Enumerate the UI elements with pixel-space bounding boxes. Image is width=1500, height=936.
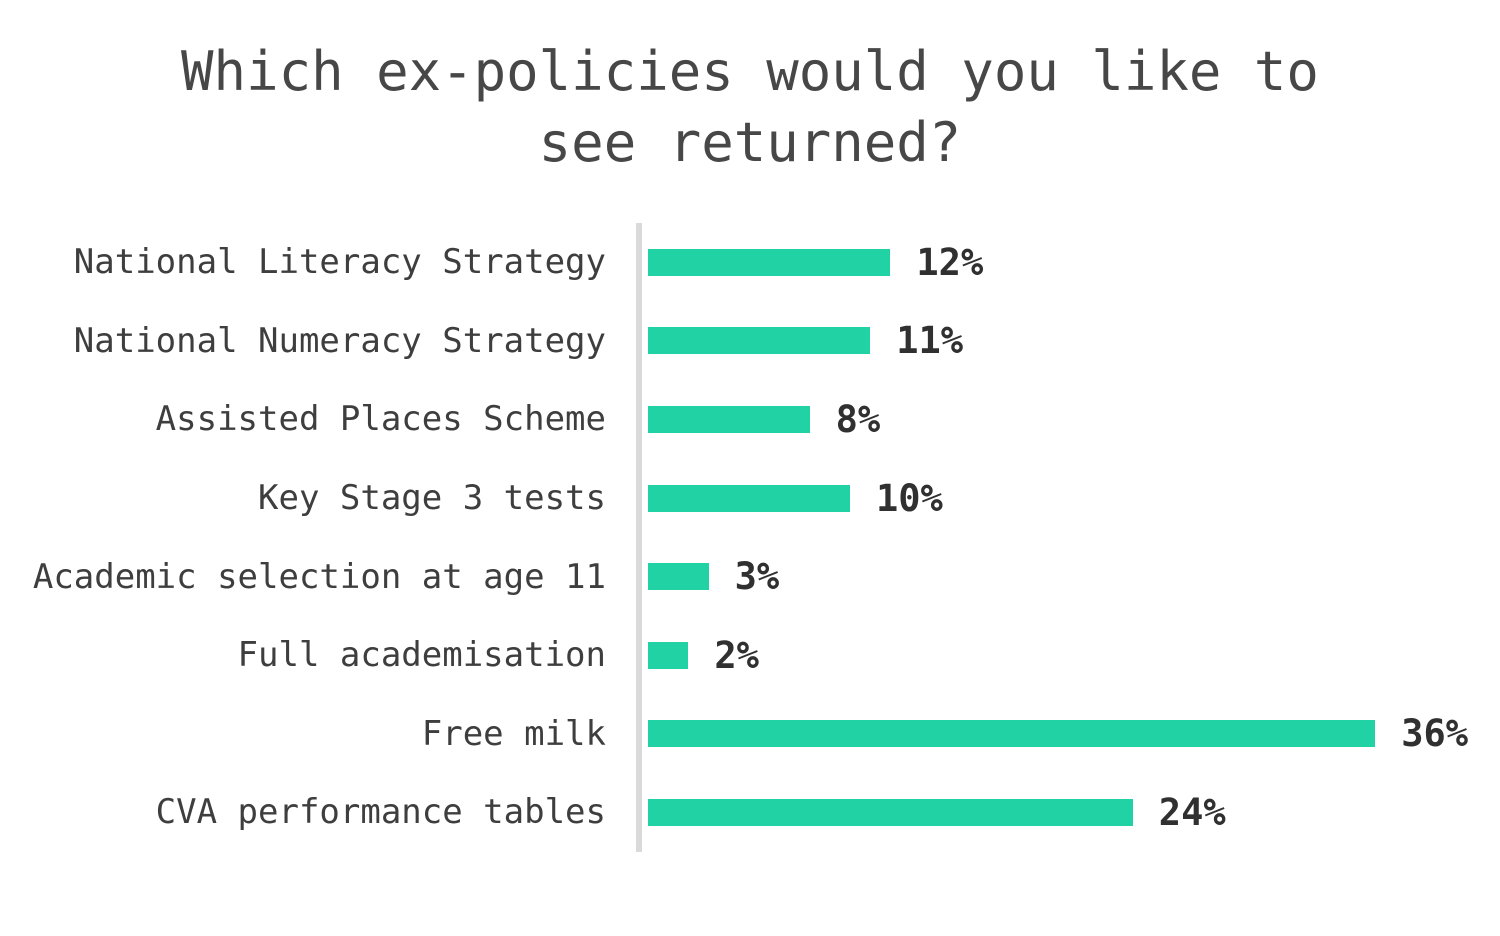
value-label: 8% (835, 397, 881, 441)
value-label: 24% (1158, 790, 1226, 834)
chart-row: Free milk 36% (0, 694, 1500, 774)
bar (648, 484, 850, 512)
category-label: National Numeracy Strategy (73, 320, 606, 361)
bar (648, 563, 709, 591)
bar-area: 3% (636, 537, 1500, 616)
category-label: Key Stage 3 tests (258, 478, 606, 519)
chart-row: National Numeracy Strategy 11% (0, 301, 1500, 381)
bar (648, 720, 1376, 748)
bar (648, 641, 689, 669)
bar-area: 10% (636, 458, 1500, 538)
bar (648, 248, 891, 276)
bar-area: 36% (636, 694, 1500, 774)
chart-row: CVA performance tables 24% (0, 773, 1500, 852)
category-label: National Literacy Strategy (73, 242, 606, 283)
bar (648, 327, 871, 355)
bar (648, 405, 810, 433)
bar-area: 8% (636, 380, 1500, 459)
bar-chart: National Literacy Strategy 12% National … (0, 223, 1500, 852)
chart-row: Assisted Places Scheme 8% (0, 380, 1500, 459)
chart-row: Key Stage 3 tests 10% (0, 458, 1500, 538)
bar-area: 24% (636, 773, 1500, 852)
chart-row: National Literacy Strategy 12% (0, 223, 1500, 302)
value-label: 2% (714, 633, 759, 677)
category-label: Free milk (421, 713, 606, 754)
category-label: Academic selection at age 11 (32, 556, 606, 597)
bar-area: 11% (636, 301, 1500, 381)
chart-title: Which ex-policies would you like to see … (181, 40, 1319, 174)
category-label: Full academisation (237, 635, 606, 676)
value-label: 3% (734, 555, 780, 599)
value-label: 10% (876, 476, 943, 520)
category-label: Assisted Places Scheme (155, 399, 606, 440)
chart-row: Full academisation 2% (0, 615, 1500, 695)
value-label: 12% (916, 240, 984, 284)
bar-area: 2% (636, 615, 1500, 695)
value-label: 11% (896, 319, 964, 363)
chart-rows: National Literacy Strategy 12% National … (0, 223, 1500, 852)
chart-row: Academic selection at age 11 3% (0, 537, 1500, 616)
bar-area: 12% (636, 223, 1500, 302)
category-label: CVA performance tables (155, 792, 606, 833)
value-label: 36% (1401, 712, 1469, 756)
bar (648, 798, 1133, 826)
